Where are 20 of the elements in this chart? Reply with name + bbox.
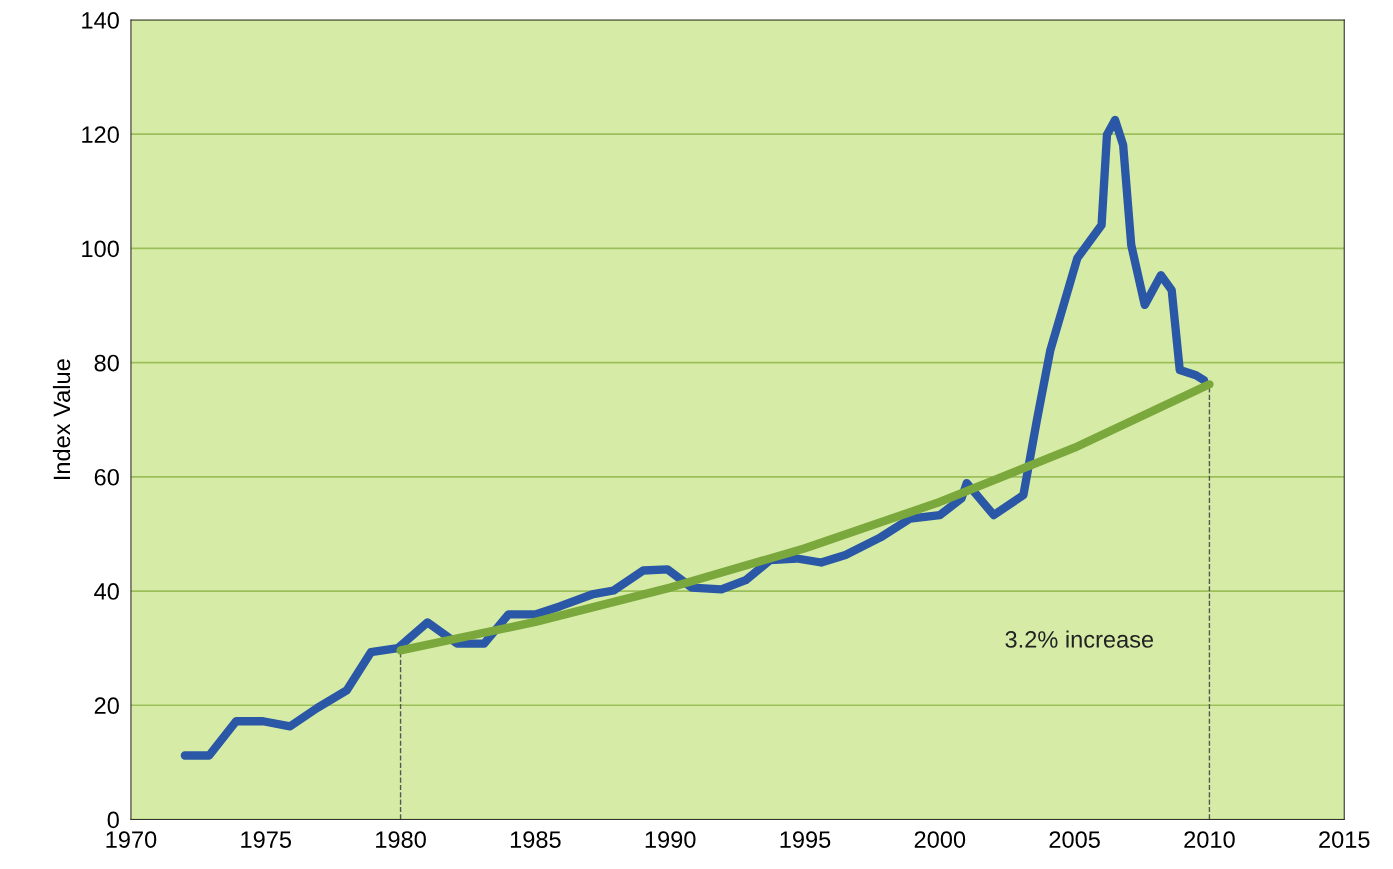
x-tick-label: 1980 [376,831,426,848]
x-tick-label: 2005 [1049,831,1100,848]
y-tick-label: 0 [107,811,119,829]
x-tick-label: 2000 [914,831,966,848]
x-tick-label: 2010 [1184,831,1235,848]
y-tick-label: 20 [94,697,119,715]
y-tick-label: 60 [94,468,119,486]
y-axis-title: Index Value [52,359,71,480]
x-tick-label: 1985 [510,831,561,848]
y-tick-label: 120 [82,126,119,143]
x-tick-label: 1990 [645,831,696,848]
x-tick-label: 1975 [241,831,292,848]
y-tick-label: 140 [82,12,119,29]
y-tick-label: 80 [94,354,119,372]
y-tick-label: 100 [82,240,119,258]
x-tick-label: 1970 [106,831,157,848]
y-tick-label: 40 [94,583,119,600]
annotation: 3.2% increase [1005,630,1154,648]
x-tick-label: 1995 [780,831,831,848]
x-tick-label: 2015 [1319,831,1370,848]
